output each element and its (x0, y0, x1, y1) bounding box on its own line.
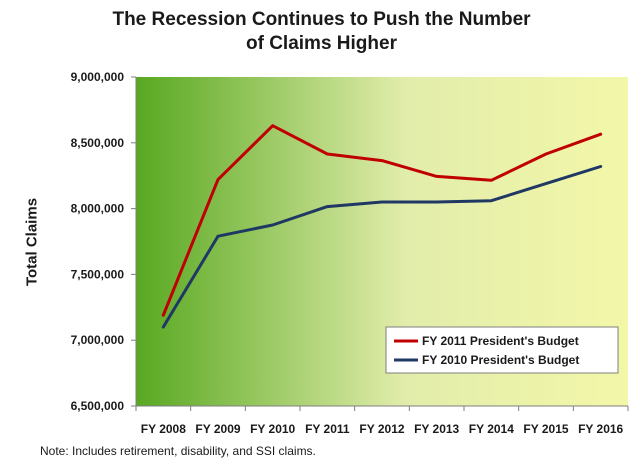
series-line-1 (161, 124, 603, 317)
x-tick-label: FY 2011 (305, 422, 350, 436)
y-tick-label: 7,000,000 (71, 333, 125, 347)
y-tick-label: 6,500,000 (71, 399, 125, 413)
x-tick-label: FY 2015 (523, 422, 568, 436)
x-tick-label: FY 2014 (469, 422, 514, 436)
x-tick-label: FY 2013 (414, 422, 459, 436)
y-tick-label: 7,500,000 (71, 267, 125, 281)
x-tick-label: FY 2016 (578, 422, 623, 436)
chart-title-line-2: of Claims Higher (246, 33, 397, 54)
x-tick-label: FY 2008 (141, 422, 186, 436)
y-tick-label: 9,000,000 (71, 70, 125, 84)
y-tick-label: 8,000,000 (71, 202, 125, 216)
x-tick-label: FY 2009 (195, 422, 240, 436)
chart-title: The Recession Continues to Push the Numb… (0, 8, 643, 56)
legend-label-2: FY 2010 President's Budget (422, 353, 579, 367)
footnote: Note: Includes retirement, disability, a… (40, 444, 316, 458)
x-tick-label: FY 2012 (359, 422, 404, 436)
legend-box (385, 326, 619, 374)
chart-title-line-1: The Recession Continues to Push the Numb… (112, 9, 531, 30)
legend: FY 2011 President's Budget FY 2010 Presid… (385, 326, 619, 374)
legend-label-1: FY 2011 President's Budget (422, 334, 579, 348)
x-tick-label: FY 2010 (250, 422, 295, 436)
series-line-2 (161, 165, 603, 329)
y-tick-label: 8,500,000 (71, 136, 125, 150)
